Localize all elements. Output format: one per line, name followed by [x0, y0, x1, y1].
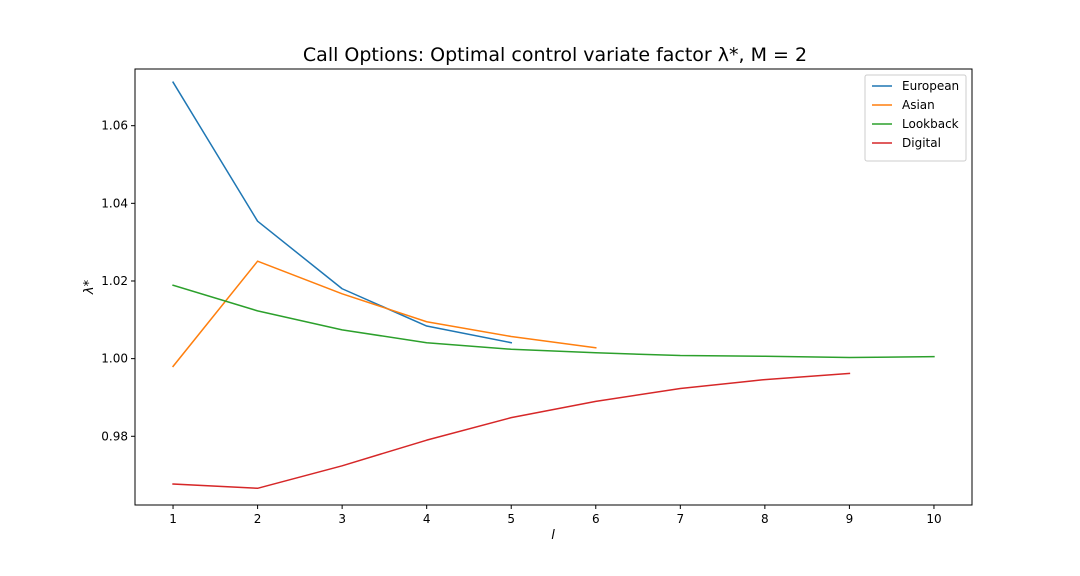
- chart-title: Call Options: Optimal control variate fa…: [303, 44, 807, 66]
- x-tick-label: 3: [338, 512, 346, 526]
- plot-frame: [134, 68, 973, 506]
- x-tick-label: 10: [926, 512, 941, 526]
- legend-box: [864, 74, 967, 162]
- plot-lines: [171, 81, 935, 490]
- legend-label: Lookback: [902, 117, 959, 131]
- legend: European Asian Lookback Digital: [864, 74, 967, 162]
- legend-label: Digital: [902, 136, 941, 150]
- x-tick-label: 6: [592, 512, 600, 526]
- y-tick-label: 1.02: [101, 274, 128, 288]
- x-axis: 1 2 3 4 5 6 7 8 9 10: [169, 505, 942, 526]
- legend-label: Asian: [902, 98, 935, 112]
- x-tick-label: 8: [761, 512, 769, 526]
- x-tick-label: 9: [846, 512, 854, 526]
- series-line-asian: [171, 260, 597, 368]
- series-line-digital: [172, 372, 851, 490]
- x-tick-label: 2: [254, 512, 262, 526]
- x-tick-label: 4: [423, 512, 431, 526]
- x-tick-label: 5: [507, 512, 515, 526]
- y-axis-label: λ*: [82, 279, 97, 295]
- y-tick-label: 1.04: [101, 196, 128, 210]
- series-line-european: [172, 81, 513, 344]
- x-tick-label: 1: [169, 512, 177, 526]
- y-axis: 0.98 1.00 1.02 1.04 1.06: [101, 119, 135, 443]
- x-tick-label: 7: [676, 512, 684, 526]
- y-tick-label: 1.00: [101, 352, 128, 366]
- y-tick-label: 0.98: [101, 429, 128, 443]
- x-axis-label: l: [551, 528, 555, 543]
- series-line-lookback: [172, 284, 935, 359]
- legend-label: European: [902, 79, 959, 93]
- y-tick-label: 1.06: [101, 119, 128, 133]
